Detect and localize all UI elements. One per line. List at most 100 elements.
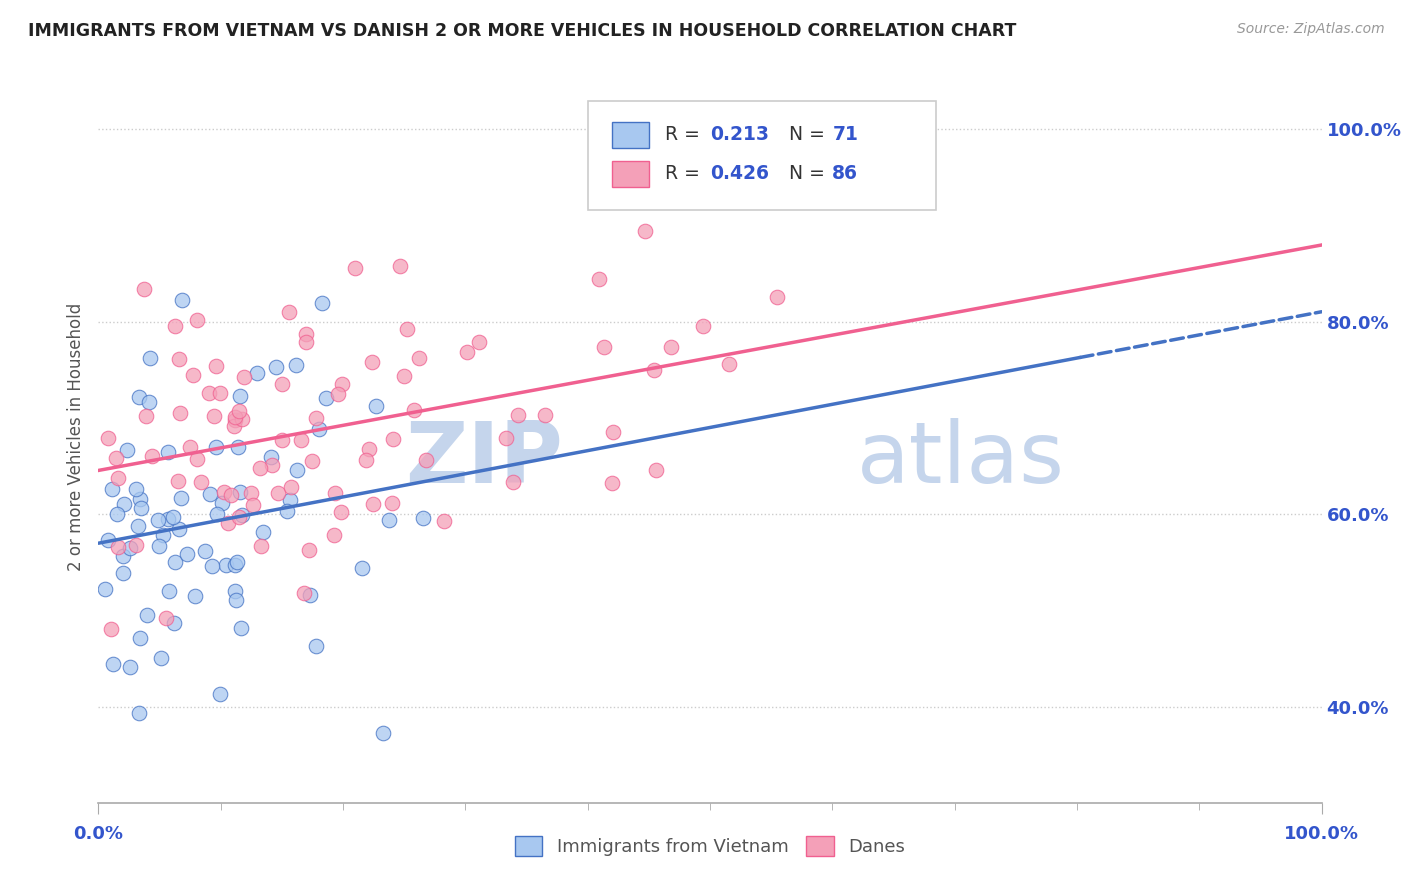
Point bbox=[226, 441, 249, 455]
Point bbox=[311, 295, 333, 310]
Text: R =: R = bbox=[665, 126, 706, 145]
Point bbox=[468, 334, 491, 349]
Point bbox=[169, 522, 191, 536]
Point bbox=[229, 485, 252, 500]
Point bbox=[100, 622, 122, 636]
Point bbox=[215, 558, 238, 573]
Point bbox=[156, 445, 179, 459]
Point bbox=[202, 409, 225, 423]
Point bbox=[134, 282, 156, 296]
Point bbox=[224, 558, 246, 573]
Point bbox=[225, 592, 247, 607]
Point bbox=[190, 475, 212, 489]
Point bbox=[166, 474, 188, 488]
Text: ZIP: ZIP bbox=[405, 417, 564, 500]
Point bbox=[292, 586, 315, 600]
Point bbox=[323, 528, 346, 542]
Point bbox=[388, 260, 411, 274]
Point bbox=[118, 660, 141, 674]
Point bbox=[308, 422, 330, 436]
Point bbox=[295, 327, 318, 342]
Point bbox=[125, 538, 148, 552]
Point bbox=[127, 518, 149, 533]
FancyBboxPatch shape bbox=[612, 161, 648, 186]
Point bbox=[170, 491, 193, 505]
Point bbox=[270, 433, 292, 447]
Point bbox=[93, 582, 115, 596]
Point bbox=[186, 313, 208, 327]
Point bbox=[264, 360, 287, 375]
Point bbox=[634, 224, 657, 238]
Point bbox=[415, 452, 437, 467]
Point bbox=[456, 345, 478, 359]
Point bbox=[200, 559, 222, 574]
Point bbox=[152, 528, 174, 542]
Point bbox=[395, 321, 418, 335]
Point bbox=[290, 434, 312, 448]
Point bbox=[131, 500, 153, 515]
Point bbox=[295, 334, 318, 349]
Point bbox=[97, 431, 120, 445]
Text: 0.426: 0.426 bbox=[710, 164, 769, 183]
Point bbox=[645, 463, 668, 477]
Point bbox=[198, 386, 221, 401]
Point bbox=[592, 340, 614, 354]
Point bbox=[588, 272, 610, 286]
Point bbox=[141, 449, 163, 463]
Point bbox=[326, 387, 349, 401]
Point bbox=[502, 475, 524, 489]
Point bbox=[111, 549, 134, 563]
Point bbox=[364, 399, 387, 413]
Point bbox=[381, 496, 404, 510]
Point bbox=[114, 497, 136, 511]
Point bbox=[172, 293, 194, 307]
Point bbox=[285, 463, 308, 477]
Point bbox=[129, 632, 152, 646]
Text: Source: ZipAtlas.com: Source: ZipAtlas.com bbox=[1237, 22, 1385, 37]
Point bbox=[602, 425, 624, 439]
Point bbox=[176, 547, 198, 561]
Point bbox=[225, 555, 247, 569]
Point bbox=[156, 512, 179, 526]
Text: N =: N = bbox=[778, 164, 831, 183]
Point bbox=[299, 588, 322, 602]
Point bbox=[211, 496, 233, 510]
Point bbox=[208, 385, 231, 400]
Point bbox=[382, 432, 405, 446]
Text: 71: 71 bbox=[832, 126, 858, 145]
Point bbox=[179, 440, 201, 454]
Point bbox=[209, 687, 232, 701]
Text: 0.213: 0.213 bbox=[710, 126, 769, 145]
Point bbox=[231, 412, 253, 426]
Point bbox=[378, 513, 401, 527]
Point bbox=[240, 486, 263, 500]
FancyBboxPatch shape bbox=[588, 101, 936, 211]
Point bbox=[392, 369, 415, 384]
Point bbox=[135, 409, 157, 424]
Point bbox=[198, 486, 221, 500]
Point bbox=[278, 305, 301, 319]
Point bbox=[149, 650, 172, 665]
Point bbox=[162, 510, 184, 524]
Point bbox=[301, 454, 323, 468]
Point bbox=[260, 458, 283, 472]
Point bbox=[250, 539, 273, 553]
Point bbox=[139, 351, 162, 365]
Point bbox=[128, 491, 150, 506]
Point bbox=[231, 508, 253, 522]
Point bbox=[117, 442, 139, 457]
Point bbox=[128, 390, 150, 404]
Text: R =: R = bbox=[665, 164, 706, 183]
Point bbox=[276, 504, 298, 518]
Point bbox=[506, 408, 529, 422]
Point bbox=[659, 340, 682, 354]
Point bbox=[315, 391, 337, 405]
Point bbox=[135, 607, 157, 622]
Point bbox=[371, 726, 394, 740]
Point bbox=[765, 290, 787, 304]
Point bbox=[148, 512, 170, 526]
Point bbox=[233, 370, 256, 384]
Point bbox=[252, 525, 274, 540]
Point bbox=[181, 368, 204, 383]
Point bbox=[111, 566, 134, 580]
